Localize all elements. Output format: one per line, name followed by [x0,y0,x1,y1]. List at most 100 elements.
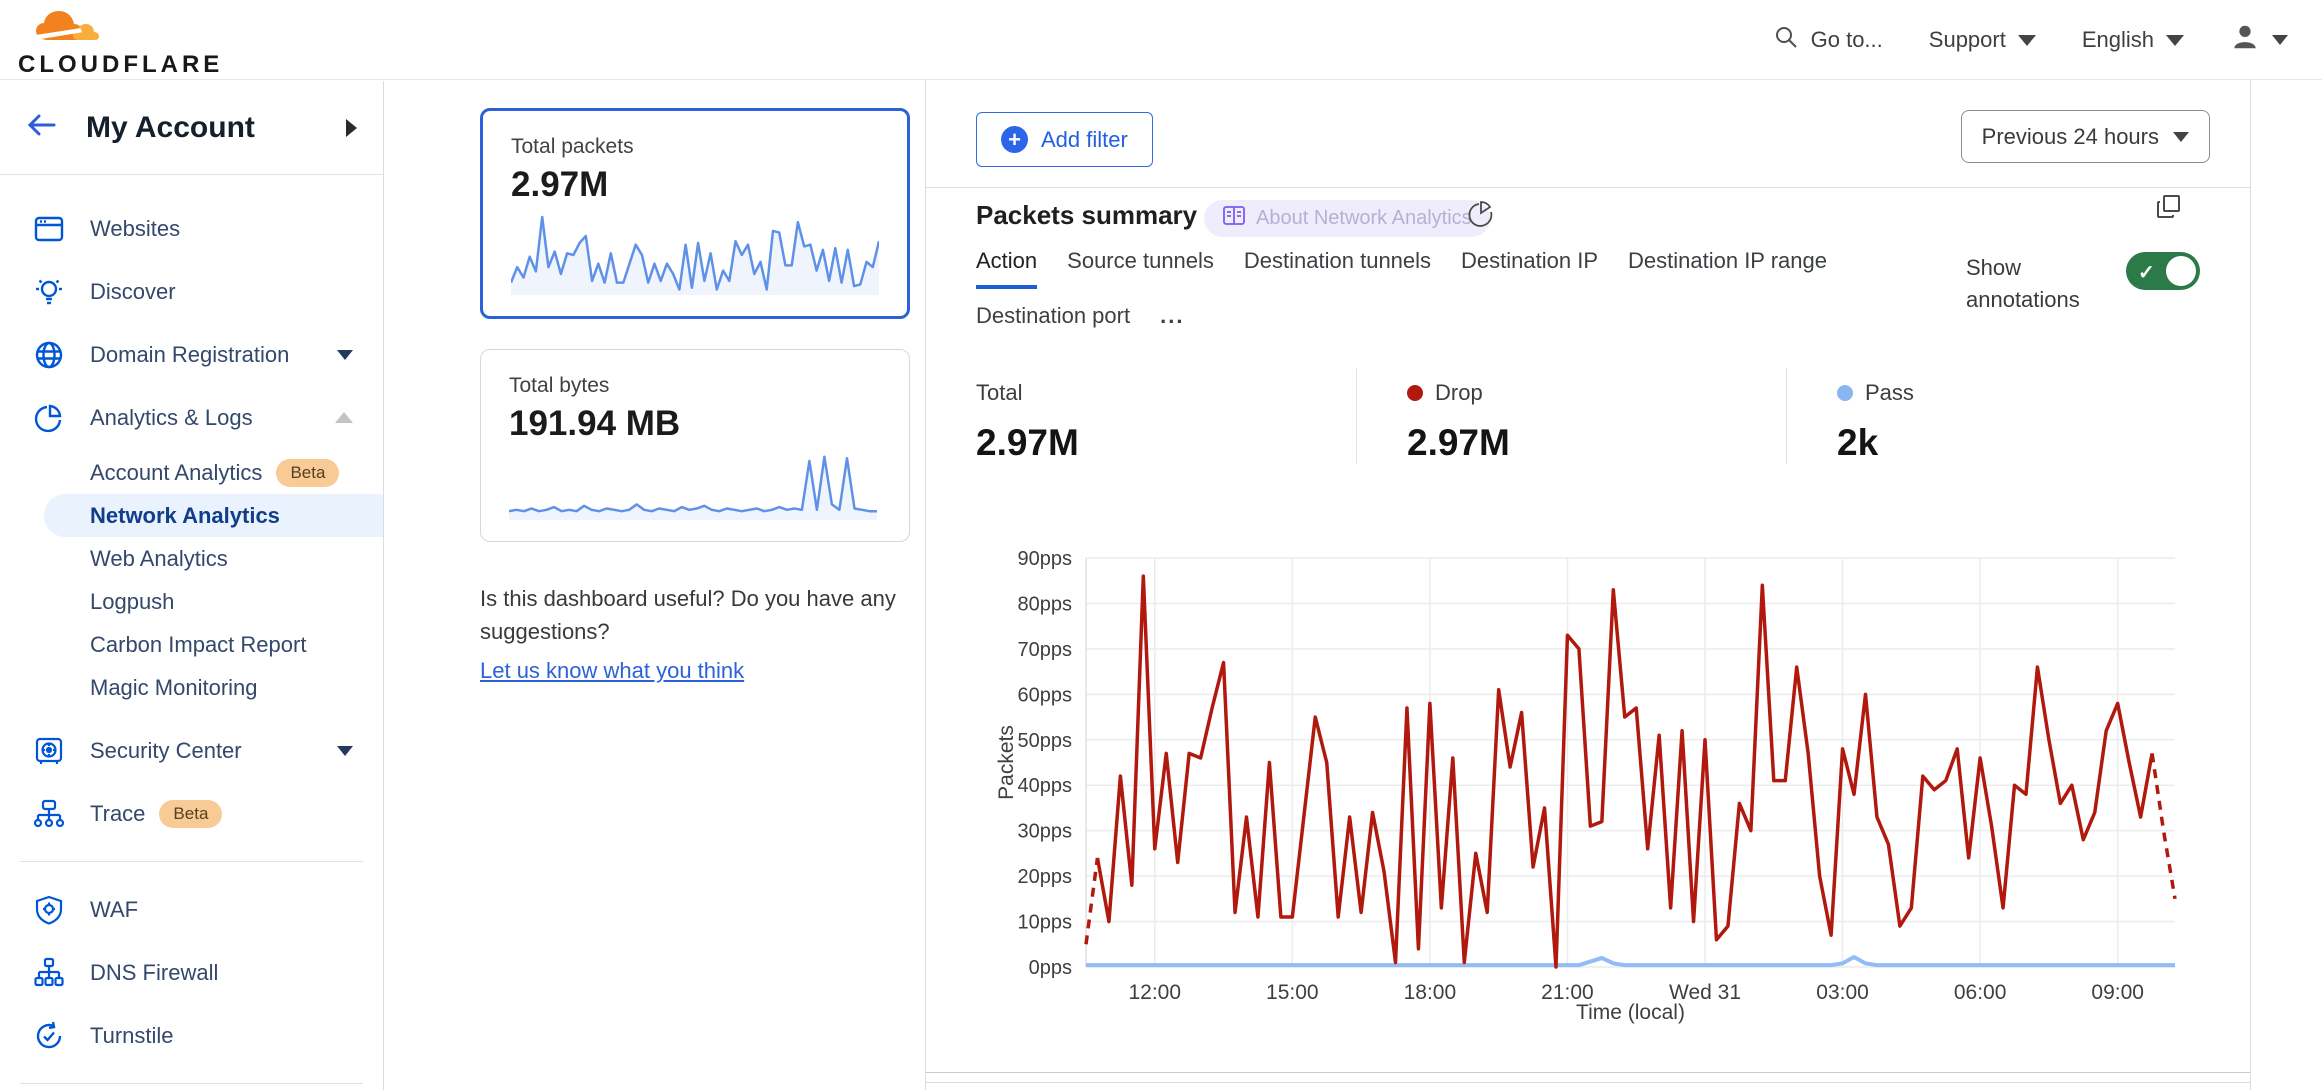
sidebar-item-network-analytics[interactable]: Network Analytics [44,494,383,537]
cloudflare-logo[interactable]: CLOUDFLARE [18,6,219,79]
stat-label: Total [976,380,1023,405]
sidebar-item-label: DNS Firewall [90,959,219,985]
chevron-down-icon [337,745,353,756]
goto-search[interactable]: Go to... [1773,24,1883,56]
panel-title: Packets summary [976,200,1198,230]
stat-label: Pass [1865,380,1914,405]
account-name[interactable]: My Account [86,110,255,144]
sidebar-nav: Websites Discover Domain Registration Analy… [0,175,383,1090]
beta-badge: Beta [159,799,223,828]
sidebar-item-waf[interactable]: WAF [0,878,383,941]
pie-chart-icon [32,401,66,435]
drop-series-dashed-end [2150,753,2177,900]
sidebar-item-label: Web Analytics [90,545,228,571]
packets-time-series-chart[interactable]: 0pps 10pps 20pps 30pps 40pps 50pps 60pps 70pps 8… [991,545,2261,1025]
card-title: Total packets [511,135,634,158]
y-tick-label: 80pps [1018,593,1073,615]
support-label: Support [1928,27,2006,52]
shield-gear-icon [32,893,66,927]
tab-destination-port[interactable]: Destination port [976,303,1131,328]
more-tabs-button[interactable]: ... [1160,303,1185,328]
user-menu[interactable] [2230,22,2288,58]
add-filter-button[interactable]: + Add filter [976,112,1153,167]
sidebar-item-account-analytics[interactable]: Account Analytics Beta [0,451,383,494]
main-panel: + Add filter Previous 24 hours Packets s… [925,80,2251,1090]
y-tick-label: 20pps [1018,866,1073,888]
support-menu[interactable]: Support [1929,27,2036,53]
globe-icon [32,338,66,372]
tab-destination-tunnels[interactable]: Destination tunnels [1243,248,1432,273]
stat-label-row: Pass [1837,380,2216,406]
drop-series-line [1095,574,2154,969]
y-tick-label: 60pps [1018,684,1073,706]
sidebar-item-domain-registration[interactable]: Domain Registration [0,323,383,386]
sidebar-item-discover[interactable]: Discover [0,260,383,323]
cloudflare-cloud-icon [18,11,138,52]
sidebar-item-label: Logpush [90,588,175,614]
sidebar-item-label: Domain Registration [90,341,290,367]
sidebar-item-websites[interactable]: Websites [0,197,383,260]
total-packets-card[interactable]: Total packets 2.97M [480,108,910,319]
x-axis-title: Time (local) [1576,1001,1685,1024]
sidebar-divider [20,1083,363,1084]
stats-row: Total 2.97M Drop 2.97M Pass 2k [926,368,2252,464]
chevron-down-icon [2173,131,2189,142]
next-card-top-border [926,1082,2250,1083]
sidebar: My Account Websites Discover Domain Regist… [0,81,384,1090]
feedback-link[interactable]: Let us know what you think [480,658,745,683]
stat-value: 2.97M [976,422,1079,463]
total-bytes-card[interactable]: Total bytes 191.94 MB [480,349,910,542]
back-button[interactable] [24,111,58,144]
sidebar-item-label: WAF [90,896,139,922]
drop-series-dashed-start [1084,857,1100,945]
tab-destination-ip[interactable]: Destination IP [1461,248,1599,273]
y-tick-label: 40pps [1018,775,1073,797]
x-tick-label: Wed 31 [1669,981,1741,1004]
x-tick-label: 06:00 [1954,981,2007,1004]
popout-icon[interactable] [2154,192,2184,227]
y-axis-title: Packets [995,725,1018,800]
sidebar-divider [20,861,363,862]
card-title: Total bytes [509,374,610,397]
sidebar-item-web-analytics[interactable]: Web Analytics [0,537,383,580]
x-tick-label: 09:00 [2091,981,2144,1004]
tab-destination-ip-range[interactable]: Destination IP range [1628,248,1827,273]
summary-tabs: Action Source tunnels Destination tunnels D… [976,248,1916,344]
sidebar-item-turnstile[interactable]: Turnstile [0,1004,383,1067]
time-range-dropdown[interactable]: Previous 24 hours [1960,110,2210,163]
sidebar-item-label: Account Analytics [90,459,263,485]
chevron-right-icon[interactable] [346,118,357,137]
sidebar-item-trace[interactable]: Trace Beta [0,782,383,845]
time-range-label: Previous 24 hours [1981,123,2159,149]
sidebar-item-analytics-logs[interactable]: Analytics & Logs [0,386,383,449]
pie-chart-button[interactable] [1466,198,1496,233]
pass-series-dot [1837,385,1853,401]
sidebar-item-dns-firewall[interactable]: DNS Firewall [0,941,383,1004]
total-bytes-sparkline [508,455,877,520]
tab-action[interactable]: Action [976,248,1038,289]
sidebar-item-carbon-impact-report[interactable]: Carbon Impact Report [0,623,383,666]
sidebar-item-security-center[interactable]: Security Center [0,719,383,782]
language-menu[interactable]: English [2082,27,2184,53]
sidebar-item-logpush[interactable]: Logpush [0,580,383,623]
stat-total: Total 2.97M [926,368,1356,464]
sidebar-item-label: Turnstile [90,1022,174,1048]
account-header: My Account [0,81,383,175]
sidebar-item-label: Network Analytics [90,502,280,528]
stat-pass: Pass 2k [1786,368,2216,464]
y-tick-label: 30pps [1018,821,1073,843]
card-value: 191.94 MB [509,404,681,443]
book-icon [1222,205,1246,233]
chevron-down-icon [2272,35,2288,45]
language-label: English [2081,27,2154,52]
y-tick-label: 0pps [1029,957,1072,979]
sidebar-item-magic-monitoring[interactable]: Magic Monitoring [0,666,383,709]
show-annotations-toggle[interactable]: ✓ [2126,252,2200,290]
stat-label-row: Total [976,380,1356,406]
analytics-sub-list: Account Analytics Beta Network Analytics We… [0,449,383,719]
about-network-analytics-pill[interactable]: About Network Analytics [1204,200,1490,237]
tab-source-tunnels[interactable]: Source tunnels [1067,248,1214,273]
check-icon: ✓ [2138,262,2155,284]
refresh-check-icon [32,1019,66,1053]
y-tick-label: 90pps [1018,548,1073,570]
